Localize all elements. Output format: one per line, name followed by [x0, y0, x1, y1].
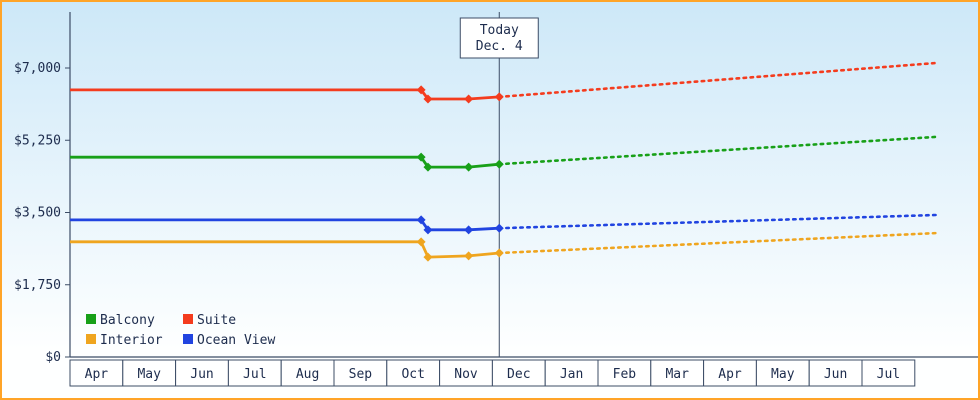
- legend-swatch-balcony: [86, 314, 96, 324]
- suite-marker: [416, 85, 426, 95]
- ocean-view-marker: [464, 225, 474, 235]
- legend-label-ocean-view: Ocean View: [197, 333, 275, 348]
- legend-swatch-ocean-view: [183, 334, 193, 344]
- suite-forecast-line: [497, 61, 938, 99]
- interior-marker: [423, 252, 433, 262]
- today-label-line1: Today: [480, 23, 519, 38]
- balcony-marker: [494, 159, 504, 169]
- month-cell: [808, 359, 863, 387]
- y-tick-label: $1,750: [14, 278, 61, 293]
- month-label: Feb: [613, 367, 637, 382]
- y-tick-label: $3,500: [14, 206, 61, 221]
- month-label: Jul: [877, 367, 900, 382]
- today-box: [459, 17, 539, 59]
- month-cell: [227, 359, 282, 387]
- month-cell: [280, 359, 335, 387]
- balcony-forecast-line: [497, 135, 938, 166]
- month-label: Aug: [296, 367, 319, 382]
- interior-marker: [464, 251, 474, 261]
- ocean-view-marker: [423, 225, 433, 235]
- ocean-view-marker: [494, 223, 504, 233]
- today-label-line2: Dec. 4: [476, 39, 523, 54]
- month-cell: [69, 359, 124, 387]
- y-tick-label: $0: [45, 350, 61, 365]
- suite-marker: [423, 94, 433, 104]
- balcony-marker: [416, 152, 426, 162]
- suite-marker: [464, 94, 474, 104]
- interior-forecast-line: [497, 231, 938, 255]
- legend-swatch-suite: [183, 314, 193, 324]
- month-label: Dec: [507, 367, 530, 382]
- month-label: Jan: [560, 367, 583, 382]
- month-label: May: [137, 367, 161, 382]
- month-label: May: [771, 367, 795, 382]
- month-label: Nov: [454, 367, 478, 382]
- month-cell: [755, 359, 810, 387]
- month-label: Apr: [85, 367, 109, 382]
- balcony-marker: [423, 162, 433, 172]
- suite-marker: [494, 92, 504, 102]
- month-cell: [175, 359, 229, 387]
- month-cell: [122, 359, 177, 387]
- legend-swatch-interior: [86, 334, 96, 344]
- ocean-view-forecast-line: [497, 213, 938, 230]
- interior-marker: [494, 248, 504, 258]
- month-label: Apr: [718, 367, 742, 382]
- month-cell: [439, 359, 493, 387]
- y-tick-label: $5,250: [14, 133, 61, 148]
- y-tick-label: $7,000: [14, 61, 61, 76]
- month-label: Sep: [349, 367, 373, 382]
- month-cell: [491, 359, 546, 387]
- month-cell: [861, 359, 916, 387]
- legend-label-interior: Interior: [100, 333, 163, 348]
- ocean-view-marker: [416, 215, 426, 225]
- legend-label-balcony: Balcony: [100, 313, 155, 328]
- interior-marker: [416, 237, 426, 247]
- balcony-marker: [464, 162, 474, 172]
- legend-label-suite: Suite: [197, 313, 236, 328]
- month-label: Mar: [665, 367, 689, 382]
- month-label: Oct: [401, 367, 424, 382]
- month-label: Jul: [243, 367, 266, 382]
- month-label: Jun: [824, 367, 847, 382]
- month-label: Jun: [190, 367, 213, 382]
